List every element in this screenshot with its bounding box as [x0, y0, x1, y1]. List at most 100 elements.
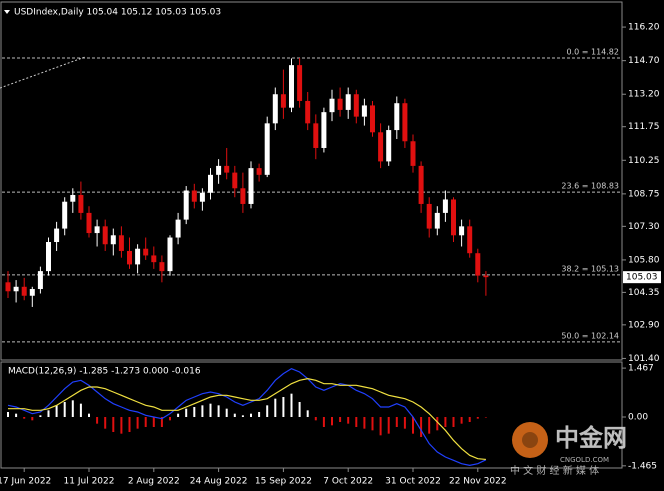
histogram-bar — [403, 417, 406, 429]
y-tick-label: 111.75 — [628, 122, 660, 132]
candle-body — [208, 174, 213, 193]
histogram-bar — [266, 405, 269, 417]
watermark: 中金网 CNGOLD.COM 中 文 财 经 新 媒 体 — [510, 422, 627, 477]
candle-body — [46, 242, 51, 272]
histogram-bar — [436, 417, 439, 431]
histogram-bar — [452, 417, 455, 427]
y-tick-label: 110.25 — [628, 156, 660, 166]
candle-body — [151, 255, 157, 263]
histogram-bar — [15, 413, 18, 417]
candle-body — [240, 188, 246, 204]
histogram-bar — [217, 405, 220, 417]
candle-body — [337, 98, 343, 110]
histogram-bar — [201, 405, 204, 417]
candle-body — [86, 212, 92, 234]
candle-body — [321, 112, 327, 148]
histogram-bar — [339, 417, 342, 422]
histogram-bar — [47, 410, 50, 417]
candle-body — [345, 94, 351, 110]
histogram-bar — [39, 415, 42, 417]
candle-body — [418, 165, 424, 204]
histogram-bar — [177, 413, 180, 417]
histogram-bar — [355, 417, 358, 427]
candle-body — [483, 275, 489, 278]
candle-body — [94, 226, 100, 234]
histogram-bar — [282, 397, 285, 417]
histogram-bar — [331, 417, 333, 426]
watermark-logo — [512, 422, 548, 458]
histogram-bar — [120, 417, 123, 434]
candle-body — [297, 65, 303, 101]
candle-body — [216, 165, 222, 175]
x-tick-label: 17 Jun 2022 — [0, 477, 51, 487]
fib-label: 38.2 = 105.13 — [561, 264, 619, 273]
histogram-bar — [460, 417, 463, 424]
candle-body — [13, 286, 19, 292]
histogram-bar — [160, 417, 163, 427]
candle-body — [361, 105, 367, 117]
histogram-bar — [79, 403, 82, 417]
collapse-icon — [4, 10, 10, 14]
histogram-bar — [306, 410, 309, 417]
histogram-bar — [112, 417, 115, 432]
histogram-bar — [71, 400, 74, 417]
candle-body — [37, 271, 43, 290]
histogram-bar — [128, 417, 131, 432]
fib-label: 50.0 = 102.14 — [561, 331, 619, 340]
candle-body — [175, 219, 181, 238]
signal-line — [8, 378, 486, 461]
y-tick-label: -1.465 — [628, 461, 657, 471]
histogram-bar — [96, 417, 99, 424]
x-tick-label: 11 Jul 2022 — [64, 477, 115, 487]
candle-body — [313, 123, 319, 148]
candle-body — [402, 103, 408, 142]
candle-body — [232, 172, 238, 189]
histogram-bar — [209, 403, 212, 417]
watermark-brand: 中金网 — [555, 424, 627, 452]
histogram-bar — [314, 417, 317, 421]
candle-body — [159, 262, 165, 272]
candle-body — [264, 123, 270, 175]
histogram-bar — [484, 417, 487, 418]
candle-body — [442, 199, 448, 213]
candle-body — [451, 199, 456, 236]
candle-body — [110, 235, 116, 245]
histogram-bar — [476, 417, 479, 419]
candle-body — [289, 65, 294, 108]
histogram-bar — [152, 417, 155, 427]
histogram-bar — [169, 417, 171, 421]
y-tick-label: 102.90 — [628, 320, 660, 330]
y-tick-label: 116.20 — [628, 23, 660, 33]
candle-body — [305, 100, 311, 124]
candle-body — [280, 94, 286, 108]
y-tick-label: 101.40 — [628, 354, 660, 364]
candle-body — [143, 248, 149, 256]
histogram-bar — [241, 415, 244, 417]
watermark-logo-inner — [522, 432, 538, 448]
candle-body — [467, 226, 473, 254]
candle-body — [167, 237, 173, 272]
histogram-bar — [225, 408, 228, 417]
histogram-bar — [468, 417, 471, 422]
main-panel — [0, 1, 623, 361]
y-tick-label: 107.30 — [628, 222, 660, 232]
candle-body — [5, 282, 11, 292]
candle-body — [118, 235, 124, 251]
candle-body — [370, 105, 375, 133]
candle-body — [135, 248, 141, 265]
histogram-bar — [250, 413, 252, 417]
macd-line — [7, 367, 487, 466]
x-tick-label: 2 Aug 2022 — [128, 477, 180, 487]
candle-body — [256, 168, 262, 175]
candle-body — [21, 286, 27, 296]
trend-line — [0, 56, 86, 89]
histogram-bar — [298, 402, 301, 417]
histogram-bar — [185, 408, 188, 417]
histogram-bar — [290, 393, 293, 417]
candle-body — [272, 94, 278, 124]
histogram-bar — [322, 417, 325, 427]
candle-body — [102, 226, 108, 245]
histogram-bar — [347, 417, 350, 424]
histogram-bar — [233, 413, 236, 417]
histogram-bar — [258, 412, 261, 417]
